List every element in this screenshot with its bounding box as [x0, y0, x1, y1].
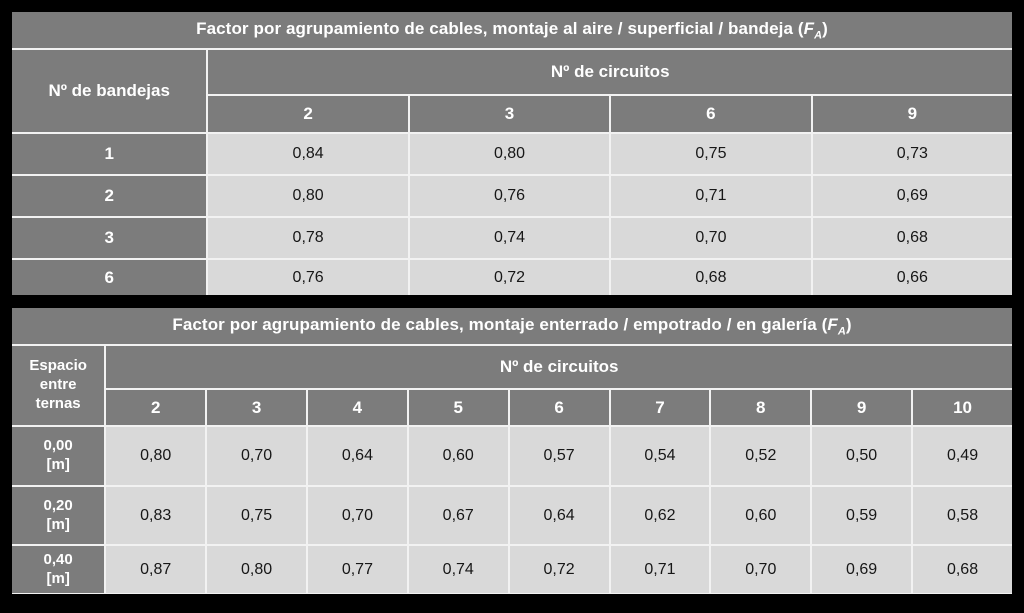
col-header: 9 [812, 390, 912, 425]
row-axis-label: Nº de bandejas [12, 50, 207, 132]
table-title-suffix: ) [845, 314, 852, 334]
table-title-text: Factor por agrupamiento de cables, monta… [172, 314, 828, 334]
col-header: 10 [913, 390, 1012, 425]
table-title: Factor por agrupamiento de cables, monta… [12, 12, 1012, 48]
factor-cell: 0,69 [812, 546, 912, 593]
factor-cell: 0,64 [307, 427, 407, 485]
table-title-suffix: ) [822, 18, 828, 38]
col-header: 5 [408, 390, 508, 425]
factor-cell: 0,87 [106, 546, 206, 593]
col-header: 4 [307, 390, 407, 425]
table-buried-embedded-gallery: Factor por agrupamiento de cables, monta… [12, 308, 1012, 594]
table-row: 1 0,84 0,80 0,75 0,73 [12, 134, 1012, 174]
row-header: 6 [12, 260, 207, 295]
factor-cell: 0,78 [208, 218, 408, 258]
factor-cell: 0,74 [409, 218, 610, 258]
factor-cell: 0,76 [409, 176, 610, 216]
col-header: 6 [611, 96, 811, 132]
factor-cell: 0,72 [409, 260, 610, 295]
factor-cell: 0,73 [812, 134, 1012, 174]
factor-cell: 0,72 [509, 546, 609, 593]
table-row: 3 0,78 0,74 0,70 0,68 [12, 218, 1012, 258]
col-header: 2 [106, 390, 206, 425]
row-header: 0,40 [m] [12, 546, 105, 593]
factor-cell: 0,60 [408, 427, 508, 485]
factor-subscript: A [837, 325, 846, 338]
factor-cell: 0,49 [913, 427, 1012, 485]
table-title-text: Factor por agrupamiento de cables, monta… [196, 18, 804, 38]
factor-cell: 0,71 [611, 176, 811, 216]
factor-cell: 0,52 [711, 427, 811, 485]
row-header: 0,20 [m] [12, 487, 105, 544]
factor-cell: 0,50 [812, 427, 912, 485]
row-header: 1 [12, 134, 207, 174]
row-axis-label: Espacio entre ternas [12, 346, 105, 425]
table-air-surface-tray: Factor por agrupamiento de cables, monta… [12, 12, 1012, 295]
factor-cell: 0,83 [106, 487, 206, 544]
factor-cell: 0,84 [208, 134, 408, 174]
col-header: 8 [711, 390, 811, 425]
factor-cell: 0,74 [408, 546, 508, 593]
factor-cell: 0,69 [812, 176, 1012, 216]
factor-cell: 0,76 [208, 260, 408, 295]
col-header: 6 [509, 390, 609, 425]
factor-cell: 0,64 [509, 487, 609, 544]
factor-cell: 0,80 [409, 134, 610, 174]
factor-table-air: Factor por agrupamiento de cables, monta… [12, 12, 1012, 295]
row-header: 3 [12, 218, 207, 258]
factor-cell: 0,75 [611, 134, 811, 174]
factor-cell: 0,67 [408, 487, 508, 544]
factor-symbol: F [827, 314, 838, 334]
factor-cell: 0,68 [812, 218, 1012, 258]
factor-cell: 0,54 [610, 427, 710, 485]
factor-cell: 0,68 [913, 546, 1012, 593]
table-row: 0,20 [m] 0,83 0,75 0,70 0,67 0,64 0,62 0… [12, 487, 1012, 544]
col-header: 7 [610, 390, 710, 425]
col-header: 9 [812, 96, 1012, 132]
factor-cell: 0,70 [307, 487, 407, 544]
col-header: 3 [409, 96, 610, 132]
factor-subscript: A [814, 29, 823, 42]
col-header: 2 [208, 96, 408, 132]
row-header: 0,00 [m] [12, 427, 105, 485]
factor-cell: 0,68 [611, 260, 811, 295]
factor-cell: 0,57 [509, 427, 609, 485]
col-group-label: Nº de circuitos [106, 346, 1012, 388]
factor-cell: 0,71 [610, 546, 710, 593]
col-header: 3 [207, 390, 306, 425]
factor-cell: 0,58 [913, 487, 1012, 544]
table-row: 2 0,80 0,76 0,71 0,69 [12, 176, 1012, 216]
factor-cell: 0,60 [711, 487, 811, 544]
factor-cell: 0,62 [610, 487, 710, 544]
factor-cell: 0,66 [812, 260, 1012, 295]
factor-cell: 0,80 [207, 546, 306, 593]
factor-table-buried: Factor por agrupamiento de cables, monta… [12, 308, 1012, 594]
factor-cell: 0,70 [207, 427, 306, 485]
factor-cell: 0,70 [611, 218, 811, 258]
table-row: 0,40 [m] 0,87 0,80 0,77 0,74 0,72 0,71 0… [12, 546, 1012, 593]
factor-cell: 0,59 [812, 487, 912, 544]
factor-cell: 0,75 [207, 487, 306, 544]
table-row: 6 0,76 0,72 0,68 0,66 [12, 260, 1012, 295]
table-title: Factor por agrupamiento de cables, monta… [12, 308, 1012, 344]
col-group-label: Nº de circuitos [208, 50, 1012, 94]
factor-symbol: F [803, 18, 815, 38]
factor-cell: 0,80 [106, 427, 206, 485]
factor-cell: 0,77 [307, 546, 407, 593]
factor-cell: 0,70 [711, 546, 811, 593]
factor-cell: 0,80 [208, 176, 408, 216]
row-header: 2 [12, 176, 207, 216]
table-row: 0,00 [m] 0,80 0,70 0,64 0,60 0,57 0,54 0… [12, 427, 1012, 485]
